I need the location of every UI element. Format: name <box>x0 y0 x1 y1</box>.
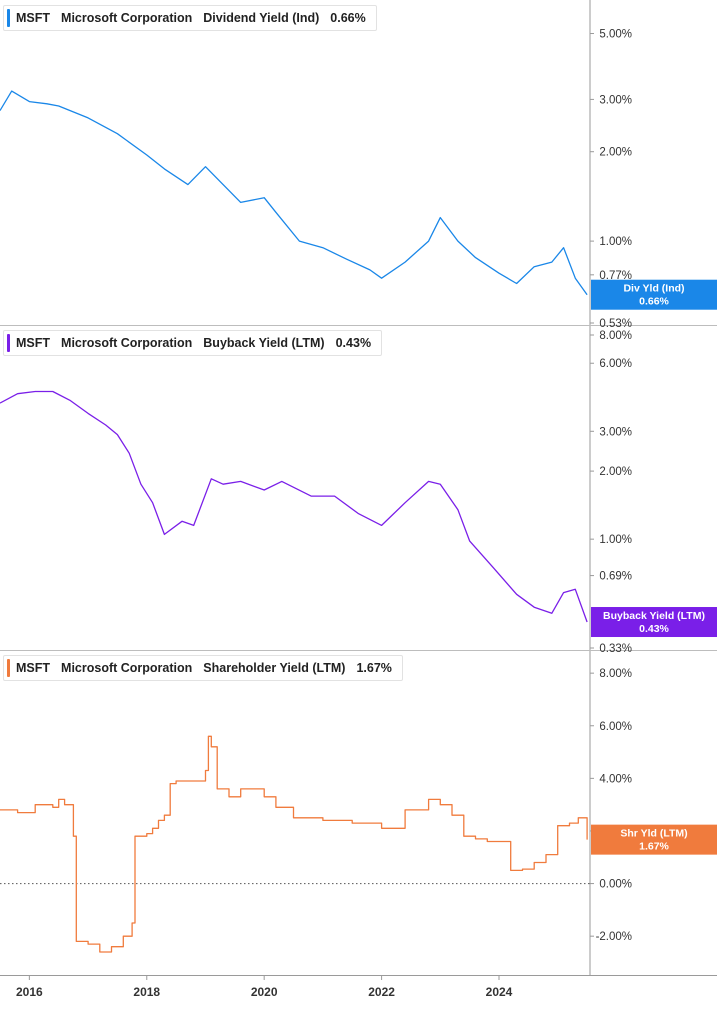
badge-value: 0.43% <box>639 623 669 635</box>
badge-value: 1.67% <box>639 841 669 853</box>
badge-label: Buyback Yield (LTM) <box>603 610 705 622</box>
y-tick-label: 0.53% <box>599 318 632 330</box>
y-tick-label: 6.00% <box>599 721 632 733</box>
legend-metric: Shareholder Yield (LTM) <box>203 661 346 675</box>
y-tick-label: 0.33% <box>599 643 632 655</box>
legend-ticker: MSFT <box>16 11 51 25</box>
x-tick-label: 2016 <box>16 985 43 999</box>
y-tick-label: 0.00% <box>599 879 632 891</box>
x-tick-label: 2020 <box>251 985 278 999</box>
badge-label: Shr Yld (LTM) <box>620 828 687 840</box>
series-layer <box>0 90 588 953</box>
legend-value: 1.67% <box>356 661 392 675</box>
legend-company: Microsoft Corporation <box>61 11 193 25</box>
legend-color-swatch <box>7 659 10 677</box>
series-line <box>0 390 588 623</box>
axis-layer: 5.00%3.00%2.00%1.00%0.77%0.53%8.00%6.00%… <box>16 29 632 999</box>
legend-company: Microsoft Corporation <box>61 661 193 675</box>
grid-layer <box>0 0 717 976</box>
badge-value: 0.66% <box>639 296 669 308</box>
series-line <box>0 735 588 953</box>
legend-metric: Buyback Yield (LTM) <box>203 336 325 350</box>
x-tick-label: 2018 <box>133 985 160 999</box>
y-tick-label: -2.00% <box>596 931 632 943</box>
legend-shareholder-yield[interactable]: MSFT Microsoft Corporation Shareholder Y… <box>3 655 403 681</box>
legend-buyback-yield[interactable]: MSFT Microsoft Corporation Buyback Yield… <box>3 330 383 356</box>
legend-color-swatch <box>7 9 10 27</box>
y-tick-label: 1.00% <box>599 236 632 248</box>
y-tick-label: 0.69% <box>599 571 632 583</box>
badge-label: Div Yld (Ind) <box>623 283 684 295</box>
series-line <box>0 90 588 296</box>
legend-ticker: MSFT <box>16 661 51 675</box>
last-value-badge <box>591 279 717 310</box>
y-tick-label: 4.00% <box>599 773 632 785</box>
legend-value: 0.43% <box>335 336 372 350</box>
legend-metric: Dividend Yield (Ind) <box>203 11 320 25</box>
y-tick-label: 3.00% <box>599 94 632 106</box>
legend-dividend-yield[interactable]: MSFT Microsoft Corporation Dividend Yiel… <box>3 5 377 31</box>
legend-color-swatch <box>7 334 10 352</box>
y-tick-label: 2.00% <box>599 466 632 478</box>
legend-value: 0.66% <box>330 11 366 25</box>
y-tick-label: 2.00% <box>599 147 632 159</box>
x-tick-label: 2022 <box>368 985 395 999</box>
y-tick-label: 8.00% <box>599 330 632 342</box>
legend-company: Microsoft Corporation <box>61 336 193 350</box>
y-tick-label: 8.00% <box>599 668 632 680</box>
y-tick-label: 6.00% <box>599 358 632 370</box>
y-tick-label: 0.77% <box>599 270 632 282</box>
badge-layer: Div Yld (Ind)0.66% Buyback Yield (LTM)0.4… <box>591 279 717 855</box>
last-value-badge <box>591 824 717 855</box>
y-tick-label: 5.00% <box>599 29 632 41</box>
legend-ticker: MSFT <box>16 336 51 350</box>
x-tick-label: 2024 <box>486 985 513 999</box>
y-tick-label: 1.00% <box>599 534 632 546</box>
last-value-badge <box>591 607 717 638</box>
y-tick-label: 3.00% <box>599 426 632 438</box>
